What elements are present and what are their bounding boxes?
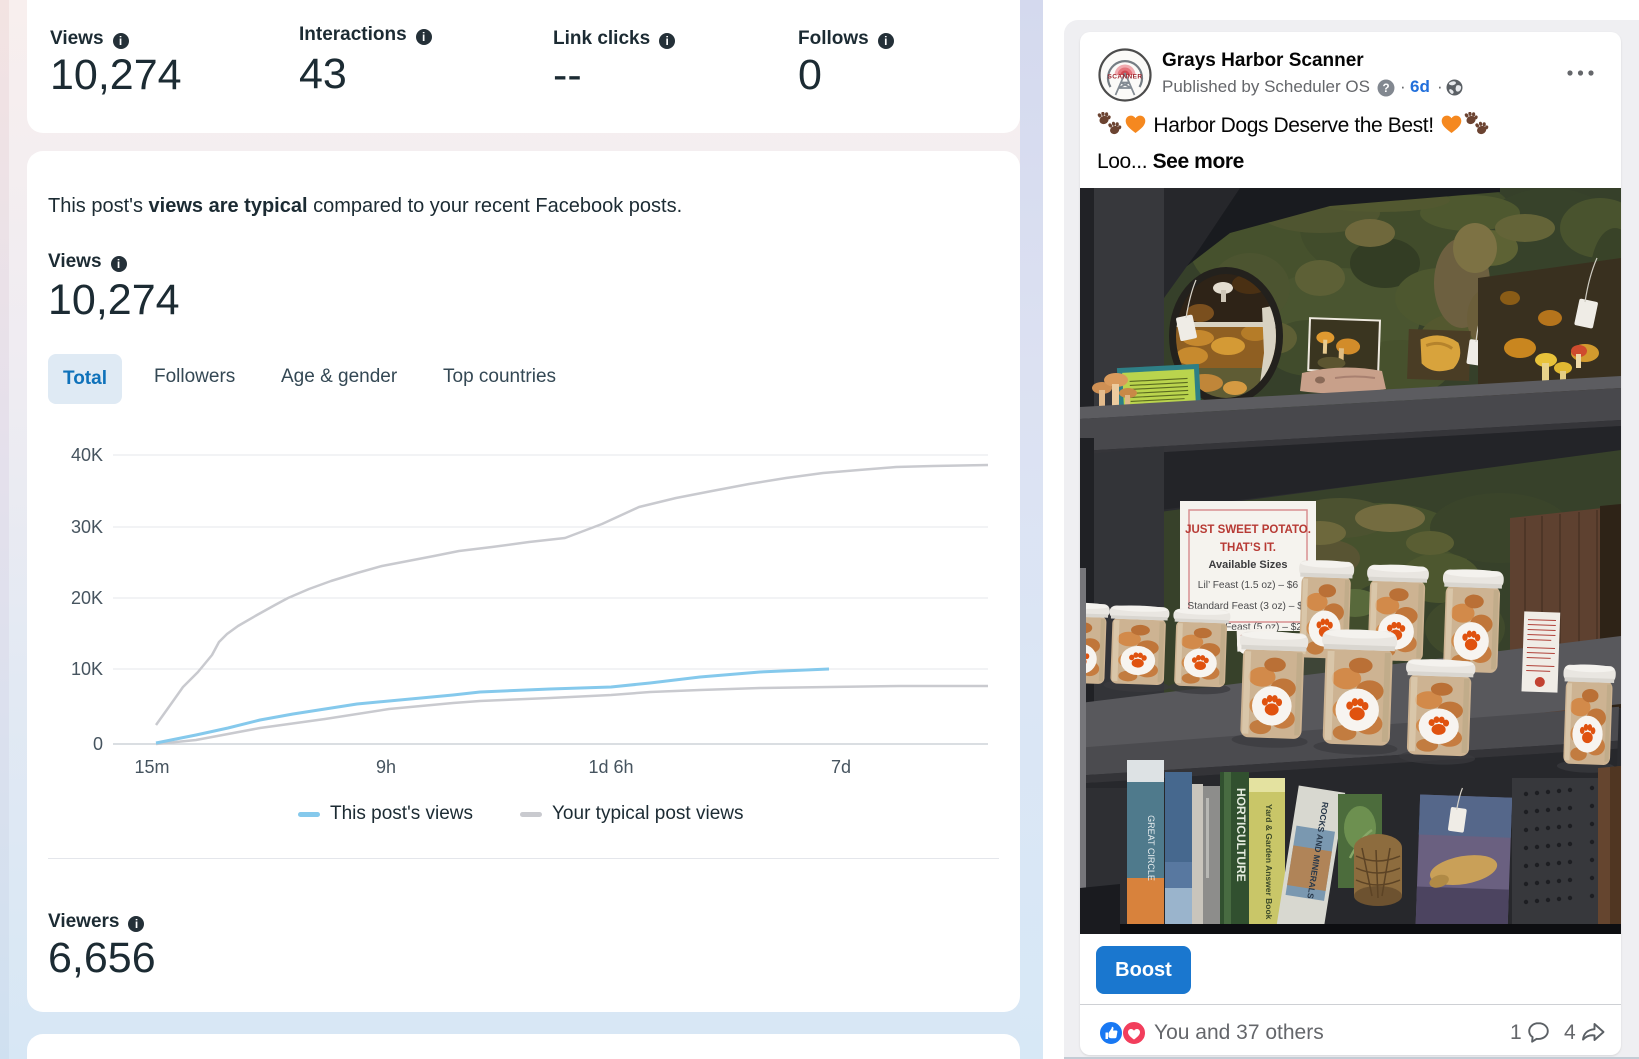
- svg-text:?: ?: [1382, 82, 1389, 95]
- svg-text:20K: 20K: [71, 588, 103, 608]
- svg-text:GREAT CIRCLE: GREAT CIRCLE: [1146, 815, 1156, 881]
- svg-text:SCANNER: SCANNER: [1108, 74, 1143, 81]
- svg-text:40K: 40K: [71, 445, 103, 465]
- svg-text:HORTICULTURE: HORTICULTURE: [1234, 788, 1248, 882]
- svg-text:7d: 7d: [831, 757, 851, 777]
- svg-text:10K: 10K: [71, 659, 103, 679]
- svg-text:15m: 15m: [134, 757, 169, 777]
- svg-text:30K: 30K: [71, 517, 103, 537]
- svg-text:0: 0: [93, 734, 103, 754]
- svg-text:1d 6h: 1d 6h: [588, 757, 633, 777]
- svg-text:THAT’S IT.: THAT’S IT.: [1220, 542, 1276, 554]
- svg-text:Grand Feast (5 oz) – $2: Grand Feast (5 oz) – $2: [1194, 622, 1302, 633]
- svg-text:Available Sizes: Available Sizes: [1208, 559, 1287, 571]
- svg-text:9h: 9h: [376, 757, 396, 777]
- svg-text:Standard Feast (3 oz) – $1: Standard Feast (3 oz) – $1: [1187, 601, 1309, 612]
- svg-text:Yard & Garden Answer Book: Yard & Garden Answer Book: [1264, 804, 1274, 920]
- svg-text:Lil’ Feast (1.5 oz) – $6: Lil’ Feast (1.5 oz) – $6: [1198, 580, 1299, 591]
- svg-text:JUST SWEET POTATO.: JUST SWEET POTATO.: [1185, 524, 1311, 536]
